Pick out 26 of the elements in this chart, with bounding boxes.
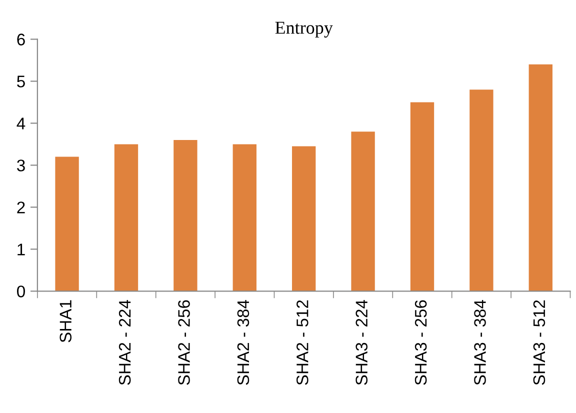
- x-tick-label: SHA3 - 384: [474, 300, 486, 385]
- bar: [174, 140, 198, 292]
- x-tick-label: SHA2 - 384: [237, 300, 250, 385]
- bar: [351, 132, 375, 292]
- x-tick-label: SHA3 - 256: [414, 300, 427, 385]
- bar: [232, 144, 256, 292]
- y-tick-label: 6: [17, 34, 25, 46]
- x-tick-label: SHA1: [60, 300, 72, 342]
- bar: [114, 144, 138, 292]
- bar: [470, 90, 494, 292]
- y-tick-label: 3: [17, 160, 25, 172]
- bar: [292, 146, 316, 292]
- y-tick-label: 0: [17, 286, 25, 298]
- chart-title: Entropy: [275, 22, 333, 38]
- x-tick-label: SHA2 - 256: [178, 300, 190, 385]
- bar: [410, 102, 434, 292]
- bar: [55, 156, 79, 292]
- y-tick-label: 1: [18, 244, 25, 256]
- y-tick-label: 4: [16, 118, 26, 130]
- x-tick-label: SHA3 - 224: [356, 300, 368, 385]
- x-tick-label: SHA2 - 512: [296, 300, 308, 385]
- bar: [528, 64, 552, 292]
- y-tick-label: 5: [17, 76, 25, 88]
- x-tick-label: SHA3 - 512: [533, 300, 546, 385]
- y-tick-label: 2: [17, 202, 25, 214]
- x-tick-label: SHA2 - 224: [118, 300, 131, 385]
